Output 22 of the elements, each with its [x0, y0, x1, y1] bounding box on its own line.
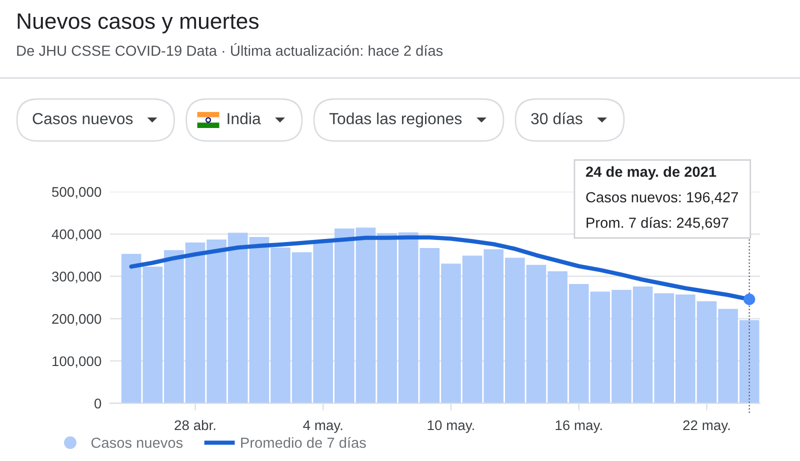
- annotation: Casos nuevos: 196,427: [586, 192, 738, 204]
- legend-label: Casos nuevos: [91, 438, 183, 448]
- text: India: [228, 112, 261, 124]
- y-tick-label: 0: [94, 398, 102, 408]
- x-tick-label: 16 may.: [556, 420, 602, 433]
- y-tick-label: 400,000: [52, 229, 102, 241]
- text: Todas las regiones: [329, 112, 462, 128]
- chart-title: Nuevos casos y muertes: [18, 13, 259, 34]
- x-tick-label: 22 may.: [683, 420, 730, 433]
- y-tick-label: 500,000: [52, 187, 102, 199]
- y-tick-label: 200,000: [52, 314, 102, 326]
- legend-label: Promedio de 7 días: [241, 437, 366, 448]
- y-tick-label: 300,000: [52, 272, 102, 284]
- x-tick-label: 10 may.: [428, 420, 474, 433]
- text: Casos nuevos: [32, 112, 133, 124]
- annotation: Prom. 7 días: 245,697: [586, 217, 728, 230]
- text: 24 de may. de 2021: [586, 166, 716, 180]
- chart-subtitle: De JHU CSSE COVID-19 Data · Última actualización: hace 2 días: [17, 43, 443, 56]
- text: 30 días: [531, 112, 582, 124]
- x-tick-label: 4 may.: [303, 420, 342, 433]
- x-tick-label: 28 abr.: [174, 420, 216, 430]
- y-tick-label: 100,000: [52, 356, 102, 368]
